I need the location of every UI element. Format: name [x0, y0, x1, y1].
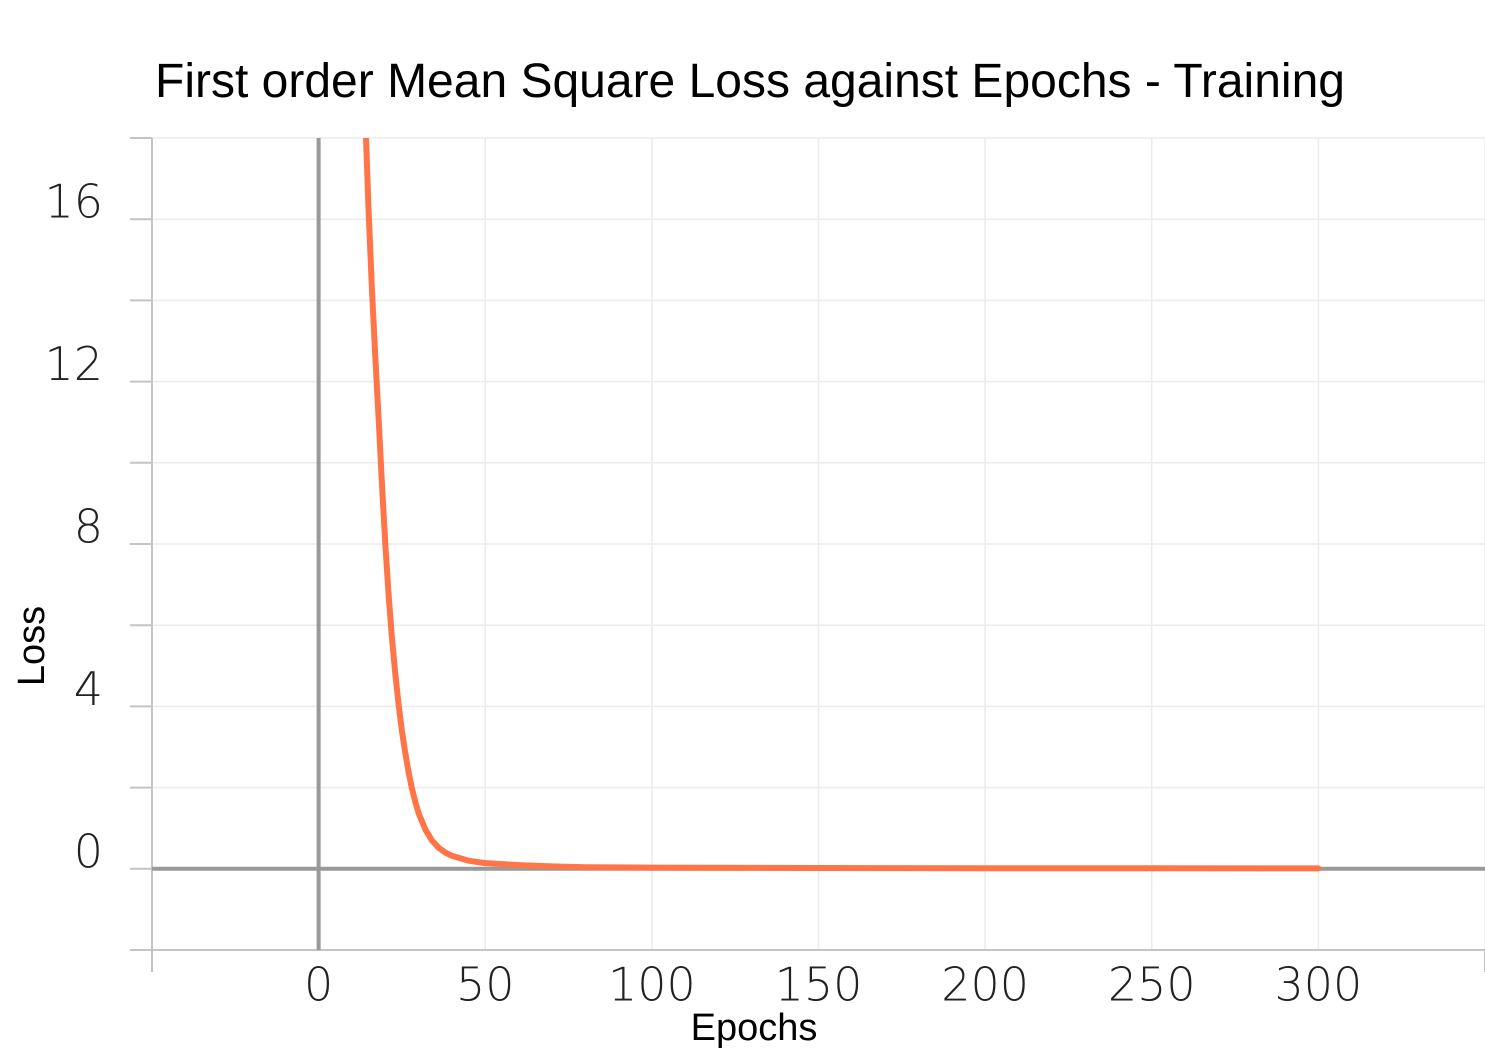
grid [151, 137, 1485, 951]
x-tick-label: 200 [941, 958, 1029, 1012]
x-axis-title: Epochs [691, 1007, 818, 1049]
y-tick-label: 12 [44, 337, 103, 391]
x-tick-label: 50 [456, 958, 515, 1012]
y-tick-label: 4 [74, 662, 103, 716]
y-tick-label: 0 [74, 824, 103, 878]
x-tick-label: 0 [304, 958, 333, 1012]
chart-title: First order Mean Square Loss against Epo… [155, 55, 1345, 108]
y-tick-label: 16 [44, 175, 103, 229]
axes [130, 137, 1485, 972]
x-tick-label: 100 [608, 958, 696, 1012]
x-tick-label: 250 [1108, 958, 1196, 1012]
x-tick-label: 150 [775, 958, 863, 1012]
series-line-0 [363, 138, 1322, 872]
tick-labels: 0 50 100 150 200 250 300 0 4 8 12 16 [44, 175, 1362, 1012]
x-tick-label: 300 [1274, 958, 1362, 1012]
y-tick-label: 8 [74, 500, 103, 554]
series-layer [363, 138, 1322, 872]
y-axis-title: Loss [11, 606, 53, 686]
